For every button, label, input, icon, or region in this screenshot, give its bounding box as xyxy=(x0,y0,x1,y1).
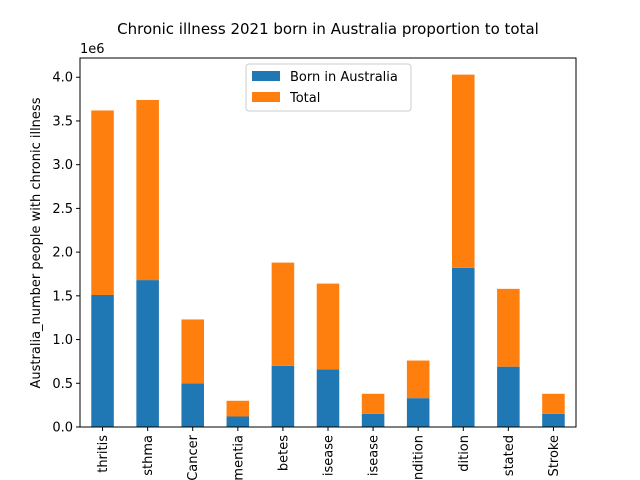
x-tick-label: isease xyxy=(367,435,382,476)
legend-swatch xyxy=(252,71,280,81)
bar-total-9 xyxy=(497,288,520,367)
y-tick-label: 1.5 xyxy=(52,289,73,304)
x-tick-label: thritis xyxy=(96,435,111,473)
x-tick-label: ndition xyxy=(412,435,427,480)
bar-total-10 xyxy=(542,393,565,414)
bar-total-1 xyxy=(136,99,159,281)
legend-label: Born in Australia xyxy=(290,70,398,85)
legend-box xyxy=(245,63,412,112)
bar-born-in-australia-5 xyxy=(316,369,340,427)
y-axis: 0.0 0.5 1.0 1.5 2.0 2.5 3.0 3.5 4.0 xyxy=(52,71,80,436)
bar-born-in-australia-9 xyxy=(497,366,520,427)
bar-born-in-australia-1 xyxy=(136,280,159,427)
bars-layer xyxy=(91,74,565,427)
bar-born-in-australia-3 xyxy=(226,416,250,427)
chart-title: Chronic illness 2021 born in Australia p… xyxy=(117,20,539,38)
y-tick-label: 0.0 xyxy=(52,421,73,436)
x-tick-label: isease xyxy=(322,435,337,476)
y-tick-label: 2.0 xyxy=(52,246,73,261)
y-tick-label: 2.5 xyxy=(52,202,73,217)
x-tick-label: dition xyxy=(457,435,472,472)
x-tick-label: sthma xyxy=(141,435,156,476)
bar-born-in-australia-7 xyxy=(406,398,430,427)
y-offset-text: 1e6 xyxy=(80,42,105,57)
legend-swatch xyxy=(252,92,280,102)
x-tick-label: betes xyxy=(276,435,291,471)
bar-total-4 xyxy=(271,262,295,366)
x-tick-label: stated xyxy=(502,435,517,476)
y-tick-label: 0.5 xyxy=(52,377,73,392)
x-tick-label: Cancer xyxy=(186,434,201,480)
plot-frame xyxy=(79,57,577,428)
y-tick-label: 3.5 xyxy=(52,114,73,129)
bar-total-7 xyxy=(406,360,430,399)
bar-born-in-australia-8 xyxy=(452,267,475,427)
bar-born-in-australia-4 xyxy=(271,365,295,427)
legend: Born in Australia Total xyxy=(245,63,412,112)
bar-total-8 xyxy=(452,74,475,268)
x-tick-label: Stroke xyxy=(547,435,562,476)
x-tick-label: mentia xyxy=(231,435,246,480)
y-tick-label: 1.0 xyxy=(52,333,73,348)
bar-total-2 xyxy=(181,319,204,384)
bar-born-in-australia-6 xyxy=(361,413,385,427)
bar-born-in-australia-0 xyxy=(91,294,114,427)
bar-born-in-australia-10 xyxy=(542,413,565,427)
y-tick-label: 4.0 xyxy=(52,71,73,86)
x-axis: thritis sthma Cancer mentia betes isease iseas… xyxy=(96,427,562,480)
bar-total-3 xyxy=(226,400,250,417)
y-axis-label: Australia_number people with chronic ill… xyxy=(29,97,44,388)
bar-total-6 xyxy=(361,393,385,414)
bar-born-in-australia-2 xyxy=(181,383,204,427)
bar-total-0 xyxy=(91,110,114,295)
bar-total-5 xyxy=(316,283,340,370)
legend-label: Total xyxy=(289,91,320,106)
y-tick-label: 3.0 xyxy=(52,158,73,173)
